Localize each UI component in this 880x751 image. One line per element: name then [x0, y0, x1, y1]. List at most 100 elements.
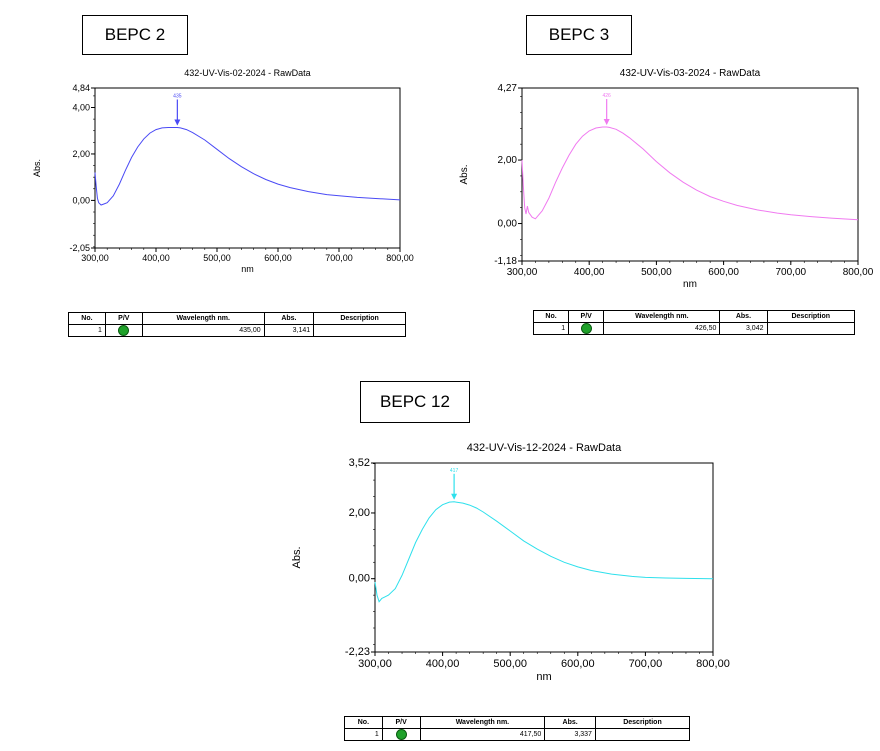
cell-pv: [104, 323, 143, 338]
x-tick-label: 700,00: [629, 658, 663, 670]
col-pv: P/V: [104, 312, 143, 325]
y-tick-label: 4,27: [498, 83, 518, 94]
peak-marker-label: 426: [603, 93, 612, 99]
col-wavelength: Wavelength nm.: [419, 716, 546, 729]
col-no: No.: [344, 716, 383, 729]
chart-title: 432-UV-Vis-12-2024 - RawData: [467, 442, 622, 454]
sample-label-bepc2: BEPC 2: [82, 15, 188, 55]
chart-title: 432-UV-Vis-02-2024 - RawData: [184, 68, 310, 78]
cell-description: [313, 323, 406, 338]
col-wavelength: Wavelength nm.: [141, 312, 265, 325]
table-row: 1 426,50 3,042: [532, 321, 855, 336]
col-no: No.: [532, 310, 570, 323]
sample-label-bepc3: BEPC 3: [526, 15, 632, 55]
col-no: No.: [68, 312, 106, 325]
cell-abs: 3,337: [544, 727, 596, 742]
spectrum-line: [374, 501, 714, 603]
y-tick-label: 2,00: [349, 507, 370, 519]
y-tick-label: -2,05: [69, 243, 90, 253]
col-wavelength: Wavelength nm.: [603, 310, 721, 323]
cell-no: 1: [68, 323, 106, 338]
y-tick-label: -2,23: [345, 646, 370, 658]
x-tick-label: 800,00: [386, 253, 414, 263]
x-tick-label: 600,00: [264, 253, 292, 263]
peak-table-header: No. P/V Wavelength nm. Abs. Description: [344, 716, 691, 729]
y-tick-label: 2,00: [498, 155, 518, 166]
y-axis-label: Abs.: [459, 164, 470, 184]
uv-vis-chart-bepc2: 432-UV-Vis-02-2024 - RawData 4,84 4,00 2,00…: [32, 68, 414, 274]
cell-description: [766, 321, 855, 336]
x-tick-label: 700,00: [325, 253, 353, 263]
spectrum-line: [94, 127, 401, 206]
peak-marker-label: 417: [450, 468, 459, 474]
y-tick-label: 2,00: [72, 149, 90, 159]
cell-abs: 3,042: [719, 321, 768, 336]
col-description: Description: [766, 310, 855, 323]
peak-table-bepc2: No. P/V Wavelength nm. Abs. Description …: [68, 312, 406, 338]
peak-marker-arrow: [603, 119, 610, 126]
chart-title: 432-UV-Vis-03-2024 - RawData: [620, 68, 761, 79]
cell-wavelength: 426,50: [603, 321, 721, 336]
col-abs: Abs.: [263, 312, 315, 325]
x-tick-label: 300,00: [81, 253, 109, 263]
x-tick-label: 600,00: [561, 658, 595, 670]
x-tick-label: 400,00: [574, 267, 605, 278]
x-tick-label: 400,00: [426, 658, 460, 670]
cell-no: 1: [532, 321, 570, 336]
col-pv: P/V: [381, 716, 421, 729]
peak-table-bepc12: No. P/V Wavelength nm. Abs. Description …: [344, 716, 691, 742]
y-tick-label: 4,00: [72, 103, 90, 113]
peak-marker-icon: [580, 323, 592, 334]
x-tick-label: 500,00: [203, 253, 231, 263]
peak-table-header: No. P/V Wavelength nm. Abs. Description: [532, 310, 855, 323]
y-tick-label: 0,00: [349, 573, 370, 585]
plot-frame: [94, 87, 401, 249]
y-tick-label: 0,00: [72, 195, 90, 205]
cell-wavelength: 435,00: [141, 323, 265, 338]
peak-marker-arrow: [451, 493, 458, 500]
cell-description: [594, 727, 691, 742]
y-tick-label: 4,84: [72, 83, 90, 93]
x-axis-label: nm: [241, 264, 254, 274]
uv-vis-chart-bepc3: 432-UV-Vis-03-2024 - RawData 4,27 2,00 0,00…: [459, 68, 874, 290]
peak-marker-icon: [395, 729, 407, 740]
y-axis-label: Abs.: [32, 159, 42, 177]
col-abs: Abs.: [719, 310, 768, 323]
cell-pv: [381, 727, 421, 742]
y-axis-label: Abs.: [291, 546, 303, 568]
peak-table-bepc3: No. P/V Wavelength nm. Abs. Description …: [532, 310, 855, 336]
y-tick-label: 0,00: [498, 219, 518, 230]
x-axis-label: nm: [536, 671, 551, 683]
peak-marker-arrow: [174, 119, 181, 126]
cell-wavelength: 417,50: [419, 727, 546, 742]
table-row: 1 435,00 3,141: [68, 323, 406, 338]
x-tick-label: 700,00: [776, 267, 807, 278]
y-tick-label: -1,18: [494, 256, 517, 267]
x-tick-label: 400,00: [142, 253, 170, 263]
cell-no: 1: [344, 727, 383, 742]
col-pv: P/V: [568, 310, 605, 323]
peak-marker-label: 435: [173, 93, 182, 99]
x-tick-label: 500,00: [493, 658, 527, 670]
x-tick-label: 800,00: [843, 267, 874, 278]
spectrum-line: [521, 126, 859, 221]
uv-vis-chart-bepc12: 432-UV-Vis-12-2024 - RawData 3,52 2,00 0,00…: [291, 442, 730, 683]
plot-frame: [521, 87, 859, 262]
y-tick-label: 3,52: [349, 457, 370, 469]
col-description: Description: [313, 312, 406, 325]
x-tick-label: 800,00: [696, 658, 730, 670]
plot-frame: [374, 462, 714, 653]
x-tick-label: 300,00: [358, 658, 392, 670]
x-tick-label: 600,00: [708, 267, 739, 278]
sample-label-bepc12: BEPC 12: [360, 381, 470, 423]
col-description: Description: [594, 716, 691, 729]
x-axis-label: nm: [683, 279, 697, 290]
peak-marker-icon: [118, 325, 130, 336]
col-abs: Abs.: [544, 716, 596, 729]
table-row: 1 417,50 3,337: [344, 727, 691, 742]
cell-abs: 3,141: [263, 323, 315, 338]
x-tick-label: 300,00: [507, 267, 538, 278]
x-tick-label: 500,00: [641, 267, 672, 278]
peak-table-header: No. P/V Wavelength nm. Abs. Description: [68, 312, 406, 325]
cell-pv: [568, 321, 605, 336]
